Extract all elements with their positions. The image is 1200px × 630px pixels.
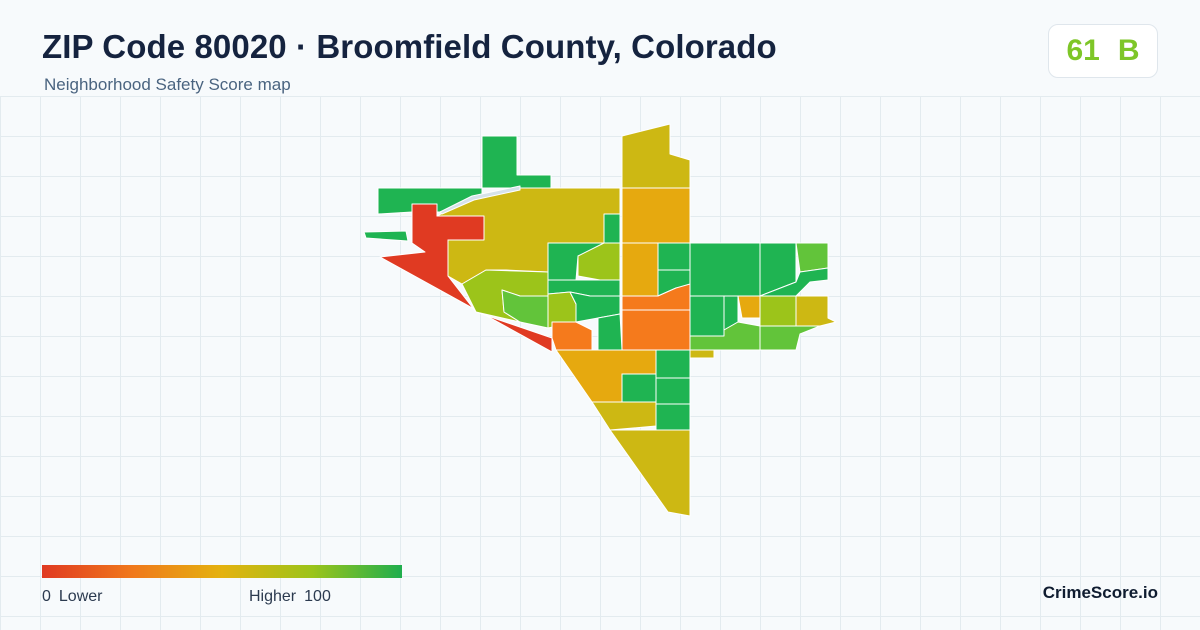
legend-high-label: Higher 100	[249, 588, 331, 606]
map-region[interactable]	[689, 349, 715, 359]
page-subtitle: Neighborhood Safety Score map	[44, 75, 291, 94]
map-region[interactable]	[655, 403, 691, 431]
legend-max-label: Higher	[249, 588, 297, 605]
map-region[interactable]	[597, 313, 623, 351]
page-title: ZIP Code 80020 · Broomfield County, Colo…	[42, 28, 777, 65]
map-region	[439, 185, 521, 215]
score-grade: B	[1117, 34, 1140, 67]
map-region[interactable]	[689, 321, 761, 351]
legend-color-scale	[42, 565, 402, 578]
map-region[interactable]	[436, 187, 621, 285]
brand-logo-text[interactable]: CrimeScore.io	[1042, 583, 1158, 602]
map-region[interactable]	[621, 309, 691, 351]
map-region[interactable]	[551, 321, 593, 351]
map-region[interactable]	[759, 295, 797, 327]
map-region[interactable]	[363, 230, 409, 242]
map-region[interactable]	[501, 289, 549, 329]
map-region[interactable]	[655, 349, 691, 379]
map-region[interactable]	[795, 295, 837, 327]
map-region[interactable]	[603, 213, 621, 244]
map-region[interactable]	[759, 325, 821, 351]
legend-min-label: Lower	[58, 588, 103, 605]
map-region[interactable]	[621, 242, 659, 297]
map-region[interactable]	[655, 377, 691, 405]
map-region[interactable]	[591, 401, 657, 431]
map-region[interactable]	[621, 373, 657, 403]
map-region[interactable]	[689, 242, 761, 297]
score-value: 61	[1066, 34, 1100, 67]
map-region[interactable]	[657, 242, 691, 271]
map-region[interactable]	[737, 295, 761, 319]
legend-low-label: 0 Lower	[42, 588, 102, 606]
map-region[interactable]	[621, 123, 691, 189]
map-region[interactable]	[621, 187, 691, 244]
safety-score-badge: 61 B	[1048, 24, 1158, 78]
map-region[interactable]	[795, 242, 829, 273]
map-region[interactable]	[481, 135, 552, 189]
legend-max-value: 100	[304, 588, 331, 605]
map-region[interactable]	[689, 295, 725, 337]
legend-min-value: 0	[42, 588, 51, 605]
map-region[interactable]	[609, 429, 691, 517]
